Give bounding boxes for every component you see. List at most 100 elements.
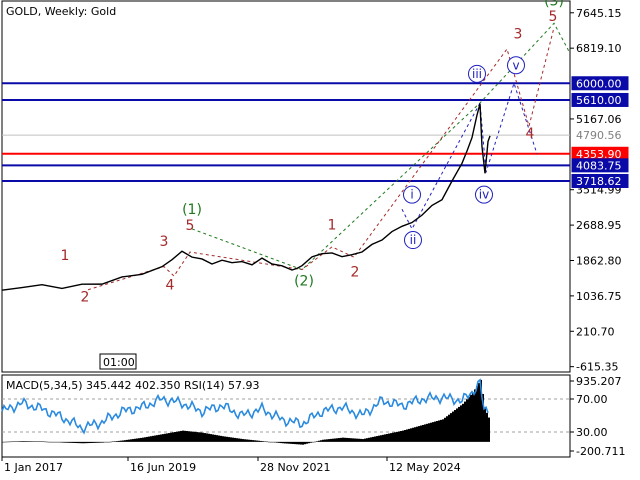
macd-histogram-bar xyxy=(208,433,210,442)
y-tick-label: 1036.75 xyxy=(576,290,622,303)
level-tag-label: 4790.56 xyxy=(576,129,622,142)
macd-histogram-bar xyxy=(236,438,238,442)
roman-wave-marker: iv xyxy=(475,185,493,204)
macd-histogram-bar xyxy=(386,433,388,442)
macd-histogram-bar xyxy=(50,441,52,443)
macd-histogram-bar xyxy=(28,441,30,442)
macd-histogram-bar xyxy=(406,429,408,442)
macd-histogram-bar xyxy=(140,437,142,442)
x-tick-label: 1 Jan 2017 xyxy=(4,461,63,474)
macd-histogram-bar xyxy=(150,436,152,442)
macd-histogram-bar xyxy=(258,440,260,442)
macd-histogram-bar xyxy=(308,441,310,444)
wave-label: 3 xyxy=(514,26,523,42)
macd-histogram-bar xyxy=(396,431,398,442)
macd-histogram-bar xyxy=(102,441,104,443)
macd-histogram-bar xyxy=(152,435,154,442)
macd-histogram-bar xyxy=(106,441,108,443)
macd-histogram-bar xyxy=(48,441,50,443)
indicator-y-tick-label: 935.207 xyxy=(576,375,622,388)
macd-histogram-bar xyxy=(488,417,490,442)
macd-histogram-bar xyxy=(420,425,422,442)
wave-projection-path-1 xyxy=(87,27,555,291)
macd-histogram-bar xyxy=(20,441,22,442)
macd-histogram-bar xyxy=(326,439,328,442)
macd-histogram-bar xyxy=(486,412,488,442)
macd-histogram-bar xyxy=(188,431,190,442)
macd-histogram-bar xyxy=(142,437,144,442)
macd-histogram-bar xyxy=(410,428,412,442)
wave-label: (3) xyxy=(544,0,564,9)
roman-circle xyxy=(475,185,493,204)
macd-histogram-bar xyxy=(170,432,172,442)
macd-histogram-bar xyxy=(228,437,230,442)
macd-histogram-bar xyxy=(42,441,44,443)
macd-histogram-bar xyxy=(278,441,280,443)
macd-histogram-bar xyxy=(238,438,240,442)
macd-histogram-bar xyxy=(16,441,18,442)
macd-histogram-bar xyxy=(14,441,16,442)
macd-histogram-bar xyxy=(468,397,470,442)
macd-histogram-bar xyxy=(328,439,330,442)
macd-histogram-bar xyxy=(138,438,140,442)
indicator-title: MACD(5,34,5) 345.442 402.350 RSI(14) 57.… xyxy=(6,379,259,392)
macd-histogram-bar xyxy=(302,441,304,445)
macd-histogram-bar xyxy=(378,435,380,442)
macd-histogram-bar xyxy=(114,441,116,442)
macd-histogram-bar xyxy=(330,438,332,442)
macd-histogram-bar xyxy=(128,439,130,442)
macd-histogram-bar xyxy=(220,435,222,442)
macd-histogram-bar xyxy=(58,441,60,443)
level-tag xyxy=(571,76,629,91)
macd-histogram-bar xyxy=(244,439,246,442)
macd-histogram-bar xyxy=(78,441,80,444)
macd-histogram-bar xyxy=(274,441,276,443)
y-tick-label: 7645.15 xyxy=(576,7,622,20)
macd-histogram-bar xyxy=(178,431,180,442)
macd-histogram-bar xyxy=(130,439,132,442)
macd-histogram-bar xyxy=(452,411,454,442)
macd-histogram-bar xyxy=(348,438,350,442)
macd-histogram-bar xyxy=(282,441,284,444)
macd-histogram-bar xyxy=(212,434,214,442)
macd-histogram-bar xyxy=(34,441,36,442)
roman-wave-label: v xyxy=(512,58,519,72)
macd-histogram-bar xyxy=(474,389,476,442)
macd-histogram-bar xyxy=(288,441,290,444)
macd-histogram-bar xyxy=(290,441,292,444)
level-tag-label: 4353.90 xyxy=(576,148,622,161)
roman-circle xyxy=(403,185,421,204)
macd-histogram-bar xyxy=(222,436,224,442)
macd-histogram-bar xyxy=(100,441,102,443)
macd-histogram-bar xyxy=(186,431,188,442)
macd-histogram-bar xyxy=(478,383,480,442)
roman-circle xyxy=(468,64,486,83)
macd-histogram-bar xyxy=(154,435,156,442)
macd-histogram-bar xyxy=(398,431,400,442)
macd-histogram-bar xyxy=(206,433,208,442)
macd-histogram-bar xyxy=(86,441,88,444)
macd-histogram-bar xyxy=(122,440,124,442)
macd-histogram-bar xyxy=(470,394,472,442)
roman-wave-label: ii xyxy=(410,233,417,247)
macd-histogram-bar xyxy=(200,432,202,442)
macd-histogram-bar xyxy=(192,431,194,442)
macd-histogram-bar xyxy=(438,420,440,442)
wave-label: 2 xyxy=(81,290,90,306)
macd-histogram-bar xyxy=(96,441,98,443)
roman-wave-marker: i xyxy=(403,185,421,204)
macd-histogram-bar xyxy=(40,441,42,442)
macd-histogram-bar xyxy=(266,441,268,443)
macd-histogram-bar xyxy=(372,436,374,442)
macd-histogram-bar xyxy=(202,432,204,442)
macd-histogram-bar xyxy=(60,441,62,443)
chart-title: GOLD, Weekly: Gold xyxy=(6,5,116,18)
macd-histogram-bar xyxy=(174,432,176,442)
price-line xyxy=(1,103,491,291)
macd-histogram-bar xyxy=(388,433,390,442)
macd-histogram-bar xyxy=(458,406,460,442)
macd-histogram-bar xyxy=(146,436,148,442)
macd-histogram-bar xyxy=(472,392,474,442)
wave-projection-path-0 xyxy=(191,22,571,271)
